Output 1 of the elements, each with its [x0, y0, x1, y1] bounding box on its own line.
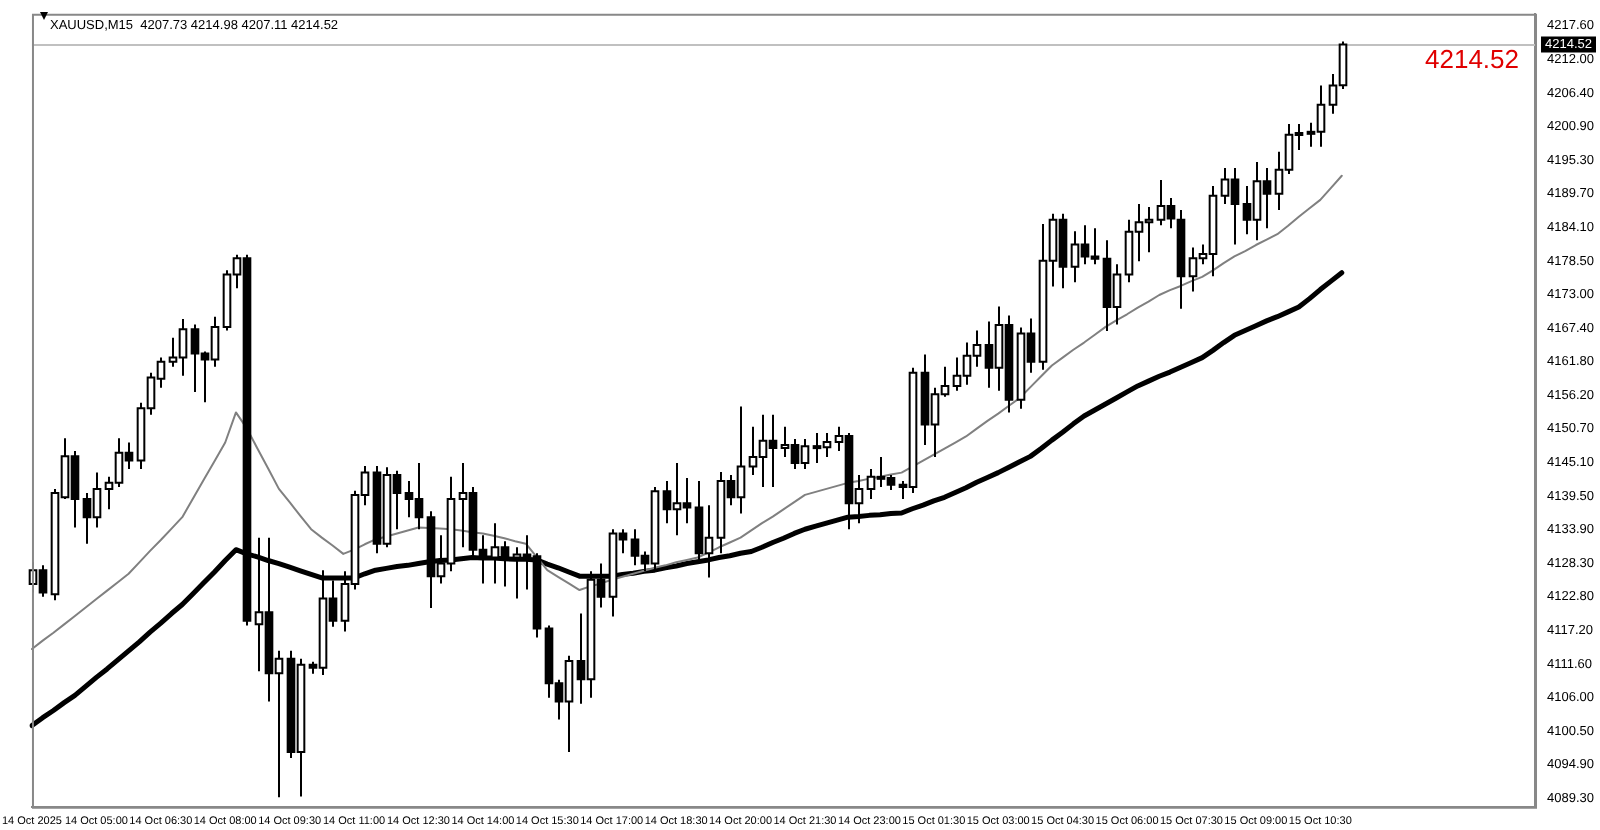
annotation: 4214.52 [1425, 43, 1520, 74]
